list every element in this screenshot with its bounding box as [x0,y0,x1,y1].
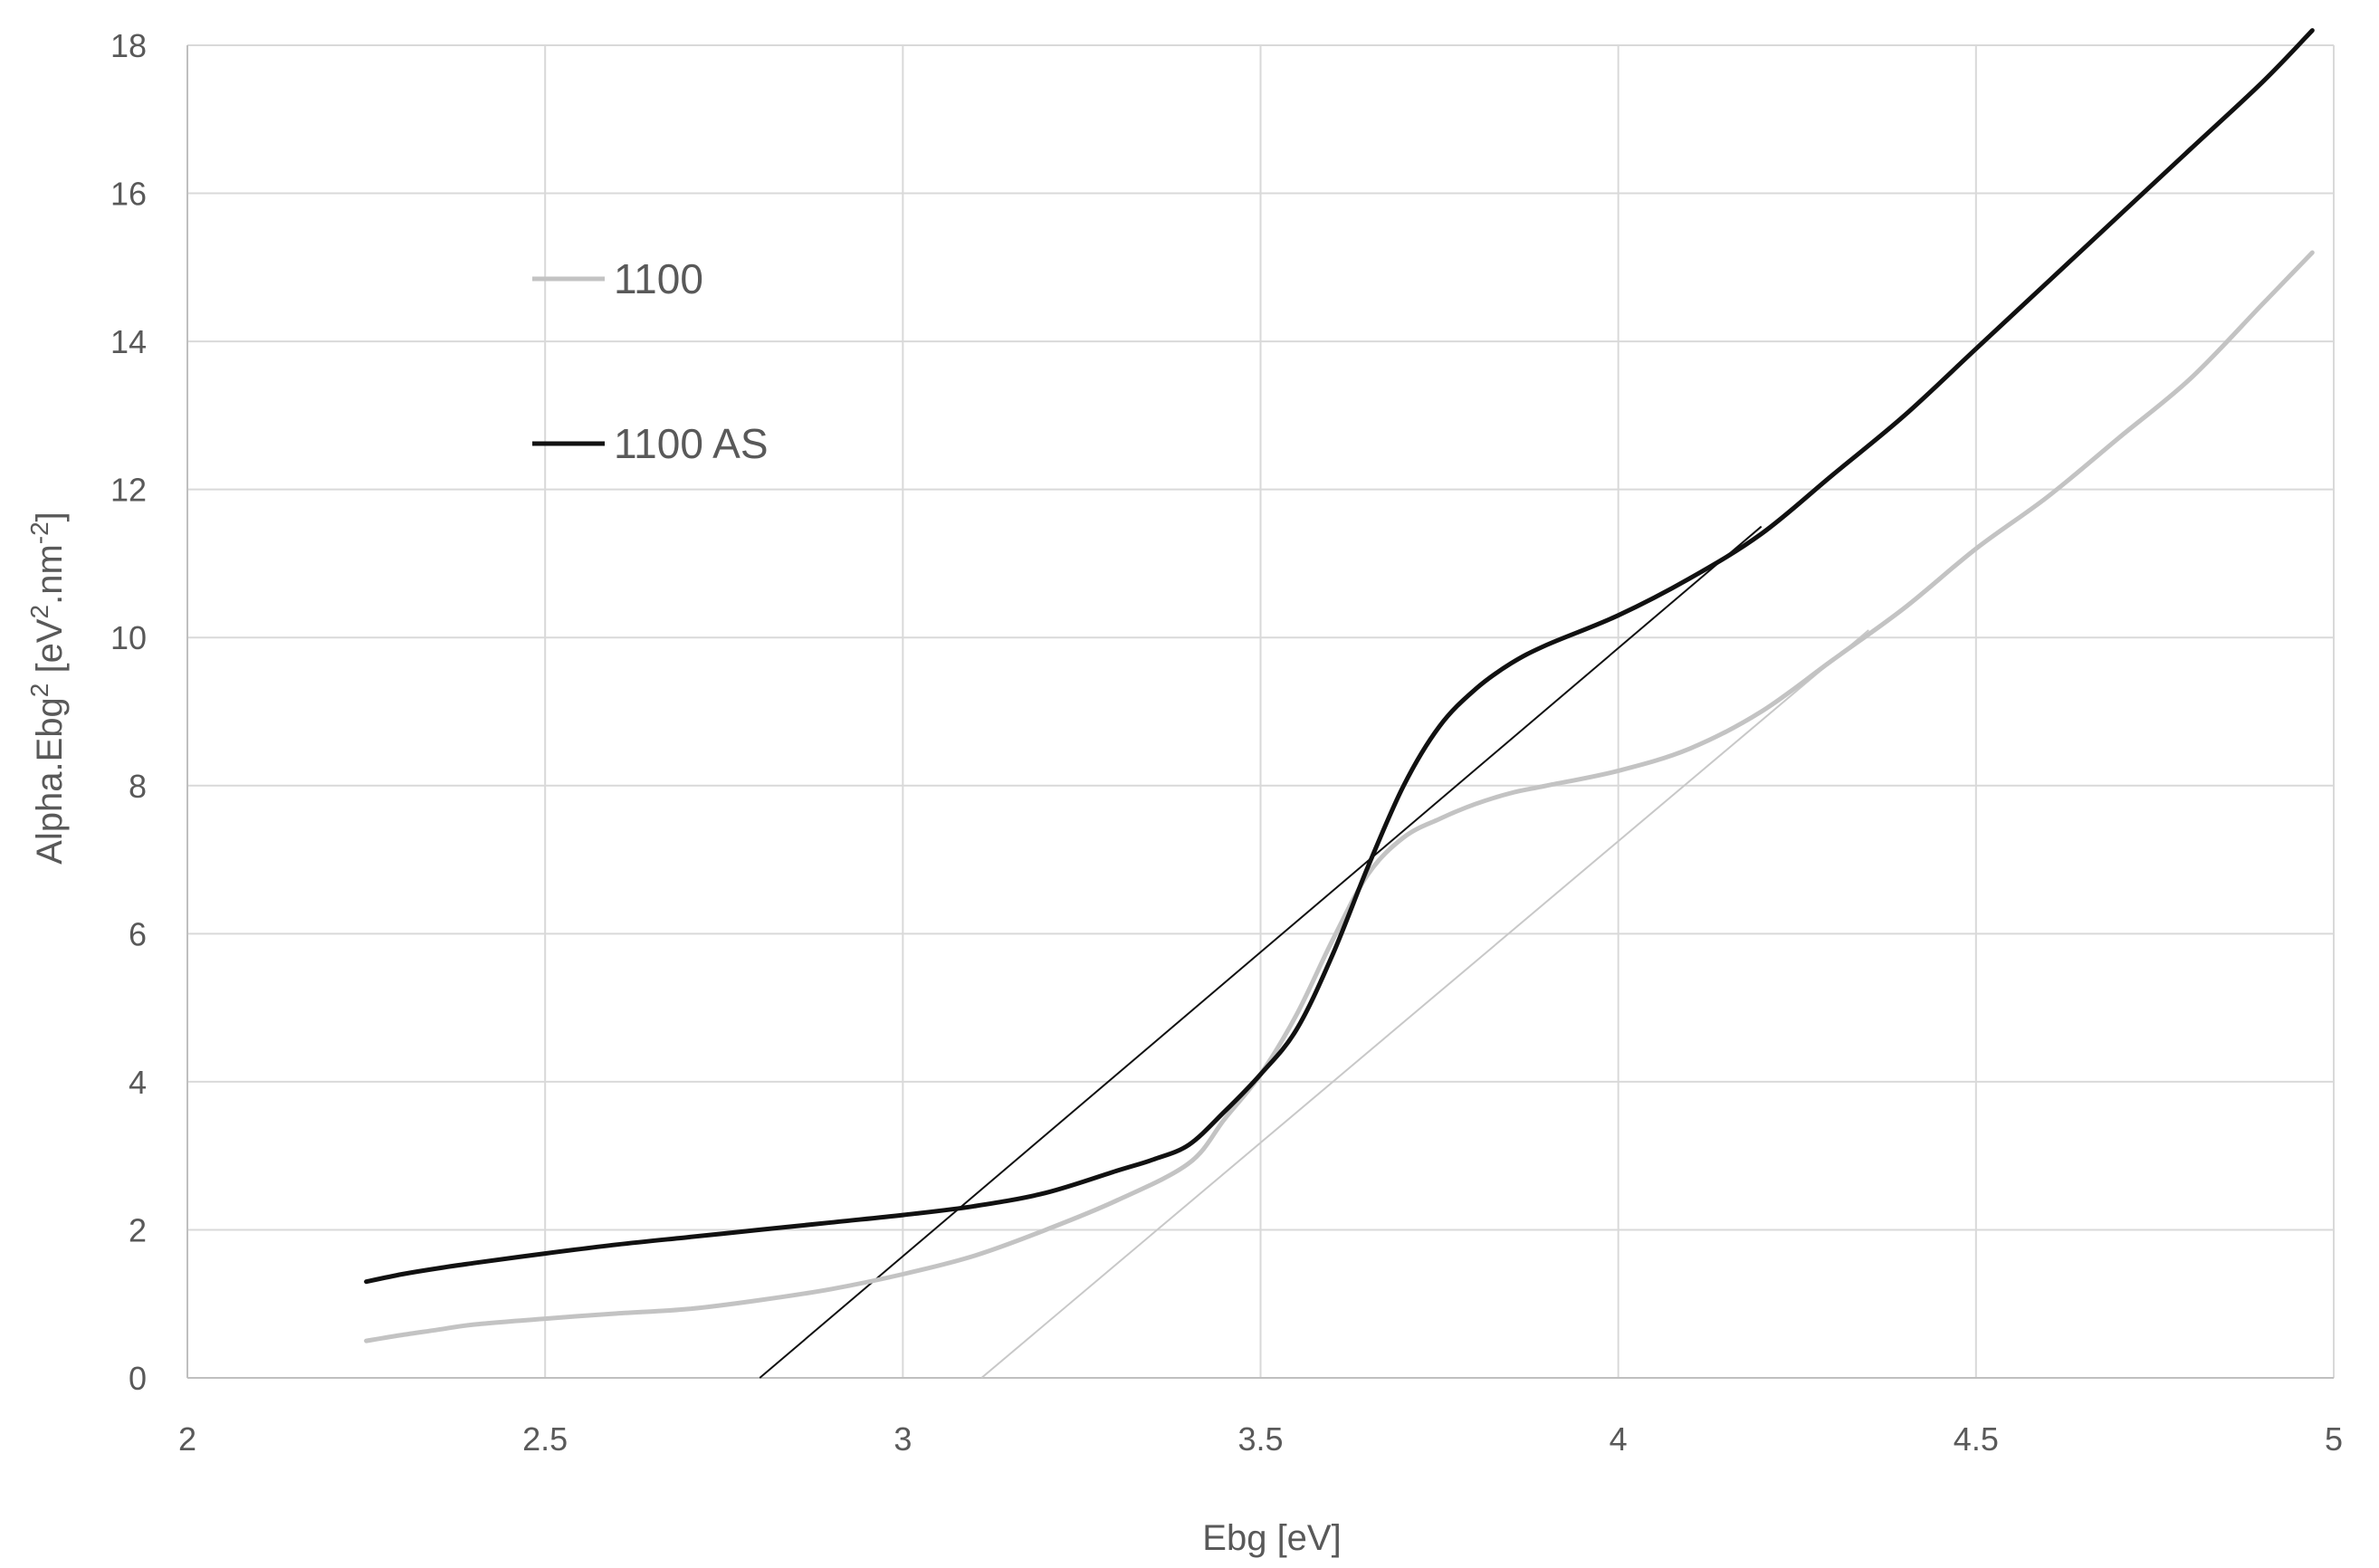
legend-label: 1100 AS [614,420,769,467]
y-tick-label: 8 [129,768,147,805]
series-line-1 [364,250,2315,1343]
x-tick-label: 2.5 [522,1420,568,1458]
y-tick-label: 12 [110,472,147,509]
x-axis-title: Ebg [eV] [1202,1518,1341,1558]
y-tick-label: 4 [129,1064,147,1101]
y-tick-label: 18 [110,27,147,64]
x-tick-labels: 2 2.5 3 3.5 4 4.5 5 [178,1420,2343,1458]
y-axis-title-sup: 2 [25,684,53,698]
y-axis-title-unit-sup: 2 [25,605,53,619]
tangent-line [759,525,1763,1379]
x-tick-label: 3 [893,1420,912,1458]
y-tick-label: 6 [129,915,147,952]
tangent-line [980,629,1869,1379]
y-tick-label: 16 [110,176,147,213]
y-axis-title-unit-open: [eV [30,618,70,683]
series-line-2 [364,28,2315,1285]
y-tick-label: 0 [129,1360,147,1397]
y-tick-label: 10 [110,619,147,656]
y-axis-title-base: Alpha.Ebg [30,697,70,865]
x-tick-label: 5 [2325,1420,2343,1458]
series-lines [364,28,2315,1343]
y-axis-title-unit-close: ] [30,512,70,521]
x-tick-label: 4 [1610,1420,1628,1458]
y-axis-title: Alpha.Ebg2 [eV2.nm-2] [25,512,71,865]
x-tick-label: 3.5 [1237,1420,1283,1458]
x-tick-label: 2 [178,1420,196,1458]
y-tick-label: 2 [129,1211,147,1248]
y-axis-title-unit-mid: .nm [30,544,70,605]
axes [186,45,2334,1379]
tangent-lines [759,525,1869,1379]
legend: 1100 1100 AS [532,255,769,467]
x-tick-label: 4.5 [1954,1420,1999,1458]
y-tick-label: 14 [110,323,147,360]
legend-label: 1100 [614,255,703,302]
grid [187,44,2335,1378]
y-tick-labels: 0 2 4 6 8 10 12 14 16 18 [110,27,147,1397]
y-axis-title-unit-sup2: -2 [25,521,53,544]
